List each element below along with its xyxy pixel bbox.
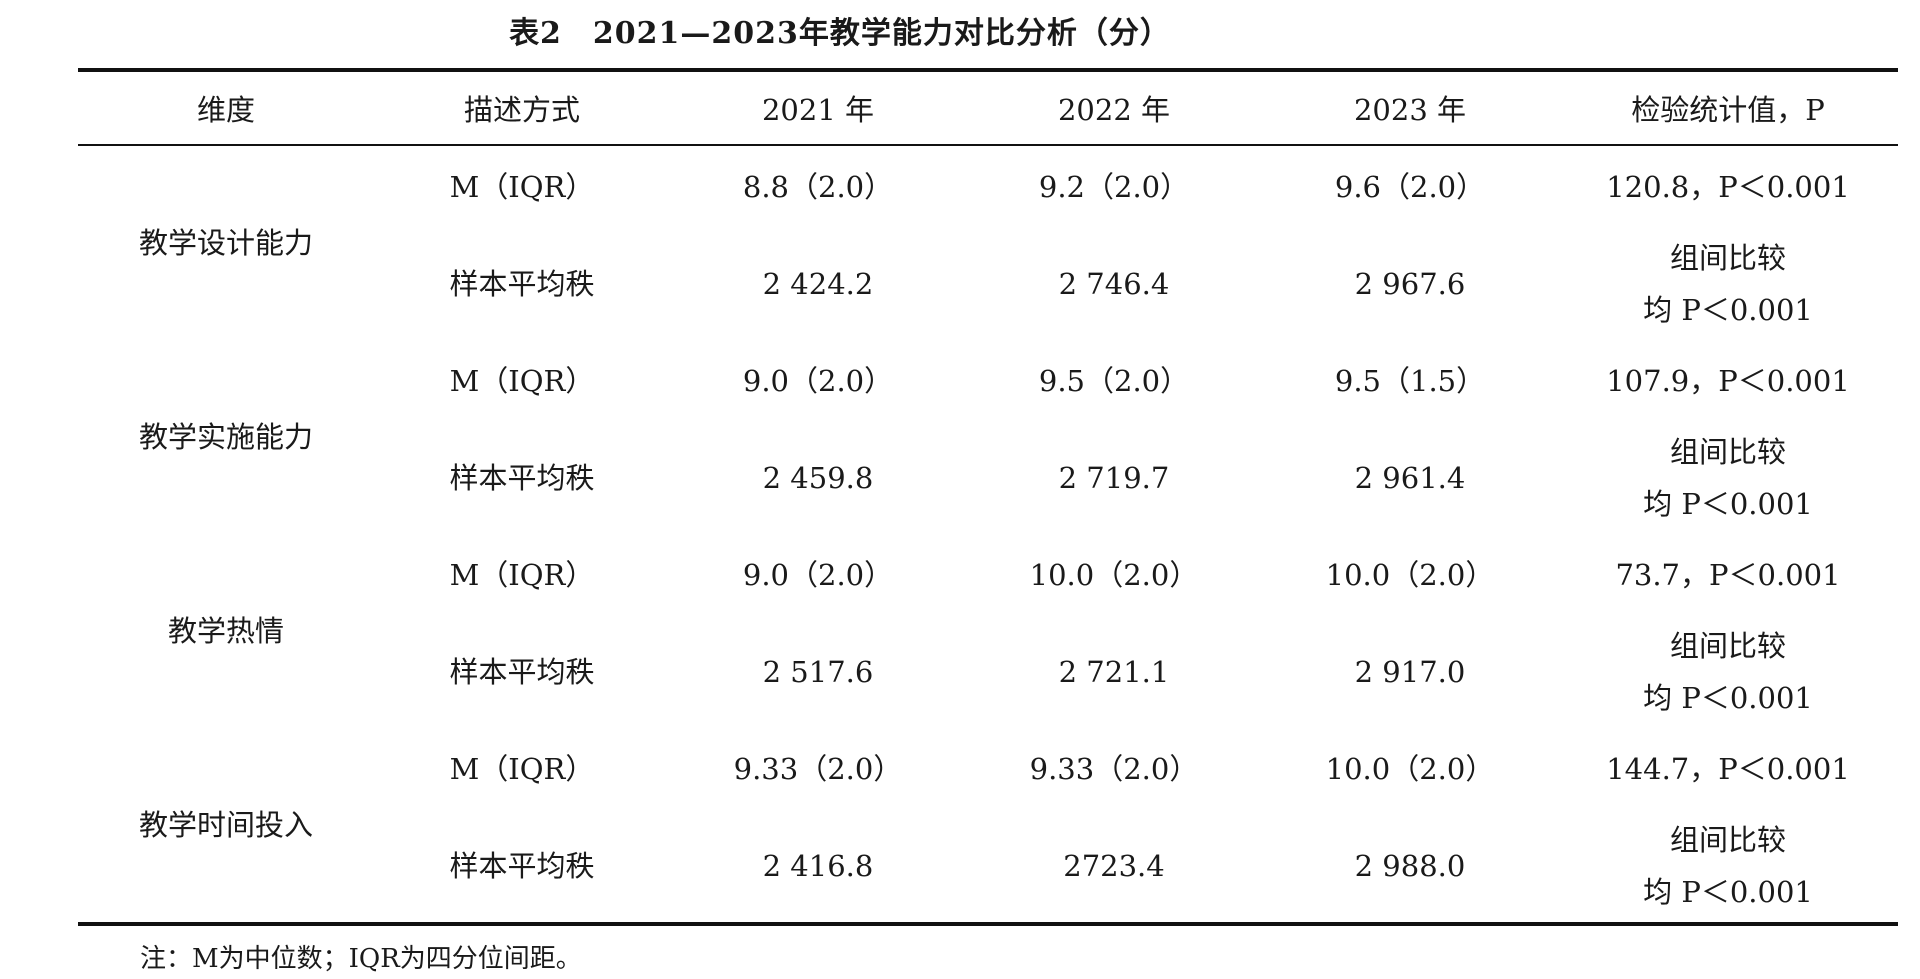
group-comparison-p: 均 P＜0.001	[1643, 487, 1813, 521]
dimension-cell: 教学实施能力	[138, 420, 313, 454]
value-cell-2023: 10.0（2.0）	[1325, 752, 1495, 786]
group-comparison-label: 组间比较	[1669, 629, 1786, 663]
table-header: 维度 描述方式 2021 年 2022 年 2023 年 检验统计值，P	[78, 70, 1898, 145]
value-cell-2021: 2 459.8	[762, 461, 874, 495]
value-cell-2023: 10.0（2.0）	[1325, 558, 1495, 592]
value-cell-2022: 9.2（2.0）	[1038, 170, 1190, 204]
statistic-cell: 组间比较 均 P＜0.001	[1558, 810, 1898, 924]
dimension-cell: 教学设计能力	[138, 226, 313, 260]
table-row: 教学热情 M（IQR） 9.0（2.0） 10.0（2.0） 10.0（2.0）…	[78, 534, 1898, 648]
value-cell-2022: 2 746.4	[1058, 267, 1170, 301]
description-cell: M（IQR）	[449, 364, 595, 398]
statistic-cell: 107.9，P＜0.001	[1606, 364, 1850, 398]
table-body: 教学设计能力 M（IQR） 8.8（2.0） 9.2（2.0） 9.6（2.0）…	[78, 145, 1898, 924]
value-cell-2022: 10.0（2.0）	[1029, 558, 1199, 592]
table-title: 表2 2021—2023年教学能力对比分析（分）	[509, 16, 1171, 51]
header-dimension: 维度	[196, 93, 255, 127]
description-cell: 样本平均秩	[449, 461, 595, 495]
comparison-table-container: 维度 描述方式 2021 年 2022 年 2023 年 检验统计值，P 教学设…	[78, 68, 1898, 926]
statistic-cell: 组间比较 均 P＜0.001	[1558, 228, 1898, 340]
header-year-2022: 2022 年	[1057, 93, 1171, 127]
value-cell-2023: 9.6（2.0）	[1334, 170, 1486, 204]
table-row: 样本平均秩 2 459.8 2 719.7 2 961.4 组间比较 均 P＜0…	[78, 422, 1898, 534]
statistic-cell: 144.7，P＜0.001	[1606, 752, 1850, 786]
dimension-cell: 教学时间投入	[138, 808, 313, 842]
value-cell-2021: 2 517.6	[762, 655, 874, 689]
value-cell-2023: 2 961.4	[1354, 461, 1466, 495]
description-cell: M（IQR）	[449, 752, 595, 786]
group-comparison-p: 均 P＜0.001	[1643, 875, 1813, 909]
statistic-cell: 120.8，P＜0.001	[1606, 170, 1850, 204]
value-cell-2021: 9.0（2.0）	[742, 364, 894, 398]
table-row: 样本平均秩 2 424.2 2 746.4 2 967.6 组间比较 均 P＜0…	[78, 228, 1898, 340]
value-cell-2021: 2 416.8	[762, 849, 874, 883]
value-cell-2022: 2723.4	[1063, 849, 1165, 883]
value-cell-2022: 9.33（2.0）	[1029, 752, 1199, 786]
description-cell: 样本平均秩	[449, 849, 595, 883]
group-comparison-label: 组间比较	[1669, 823, 1786, 857]
header-year-2021: 2021 年	[761, 93, 875, 127]
description-cell: M（IQR）	[449, 170, 595, 204]
header-row: 维度 描述方式 2021 年 2022 年 2023 年 检验统计值，P	[78, 70, 1898, 145]
value-cell-2022: 2 721.1	[1058, 655, 1170, 689]
value-cell-2021: 9.0（2.0）	[742, 558, 894, 592]
comparison-table: 维度 描述方式 2021 年 2022 年 2023 年 检验统计值，P 教学设…	[78, 68, 1898, 926]
table-row: 教学时间投入 M（IQR） 9.33（2.0） 9.33（2.0） 10.0（2…	[78, 728, 1898, 842]
group-comparison-label: 组间比较	[1669, 435, 1786, 469]
table-note: 注：M为中位数；IQR为四分位间距。	[140, 944, 582, 974]
value-cell-2023: 2 967.6	[1354, 267, 1466, 301]
statistic-cell: 组间比较 均 P＜0.001	[1558, 616, 1898, 728]
value-cell-2021: 2 424.2	[762, 267, 874, 301]
dimension-cell: 教学热情	[167, 614, 284, 648]
statistic-cell: 组间比较 均 P＜0.001	[1558, 422, 1898, 534]
description-cell: M（IQR）	[449, 558, 595, 592]
group-comparison-label: 组间比较	[1669, 241, 1786, 275]
value-cell-2021: 9.33（2.0）	[733, 752, 903, 786]
value-cell-2023: 2 988.0	[1354, 849, 1466, 883]
group-comparison-p: 均 P＜0.001	[1643, 293, 1813, 327]
value-cell-2021: 8.8（2.0）	[742, 170, 894, 204]
table-row: 教学设计能力 M（IQR） 8.8（2.0） 9.2（2.0） 9.6（2.0）…	[78, 145, 1898, 260]
table-row: 样本平均秩 2 416.8 2723.4 2 988.0 组间比较 均 P＜0.…	[78, 810, 1898, 924]
header-year-2023: 2023 年	[1353, 93, 1467, 127]
statistic-cell: 73.7，P＜0.001	[1615, 558, 1841, 592]
table-row: 样本平均秩 2 517.6 2 721.1 2 917.0 组间比较 均 P＜0…	[78, 616, 1898, 728]
value-cell-2023: 9.5（1.5）	[1334, 364, 1486, 398]
table-row: 教学实施能力 M（IQR） 9.0（2.0） 9.5（2.0） 9.5（1.5）…	[78, 340, 1898, 454]
value-cell-2022: 2 719.7	[1058, 461, 1170, 495]
value-cell-2022: 9.5（2.0）	[1038, 364, 1190, 398]
header-statistic: 检验统计值，P	[1631, 93, 1825, 127]
header-description: 描述方式	[463, 93, 580, 127]
value-cell-2023: 2 917.0	[1354, 655, 1466, 689]
group-comparison-p: 均 P＜0.001	[1643, 681, 1813, 715]
description-cell: 样本平均秩	[449, 267, 595, 301]
description-cell: 样本平均秩	[449, 655, 595, 689]
